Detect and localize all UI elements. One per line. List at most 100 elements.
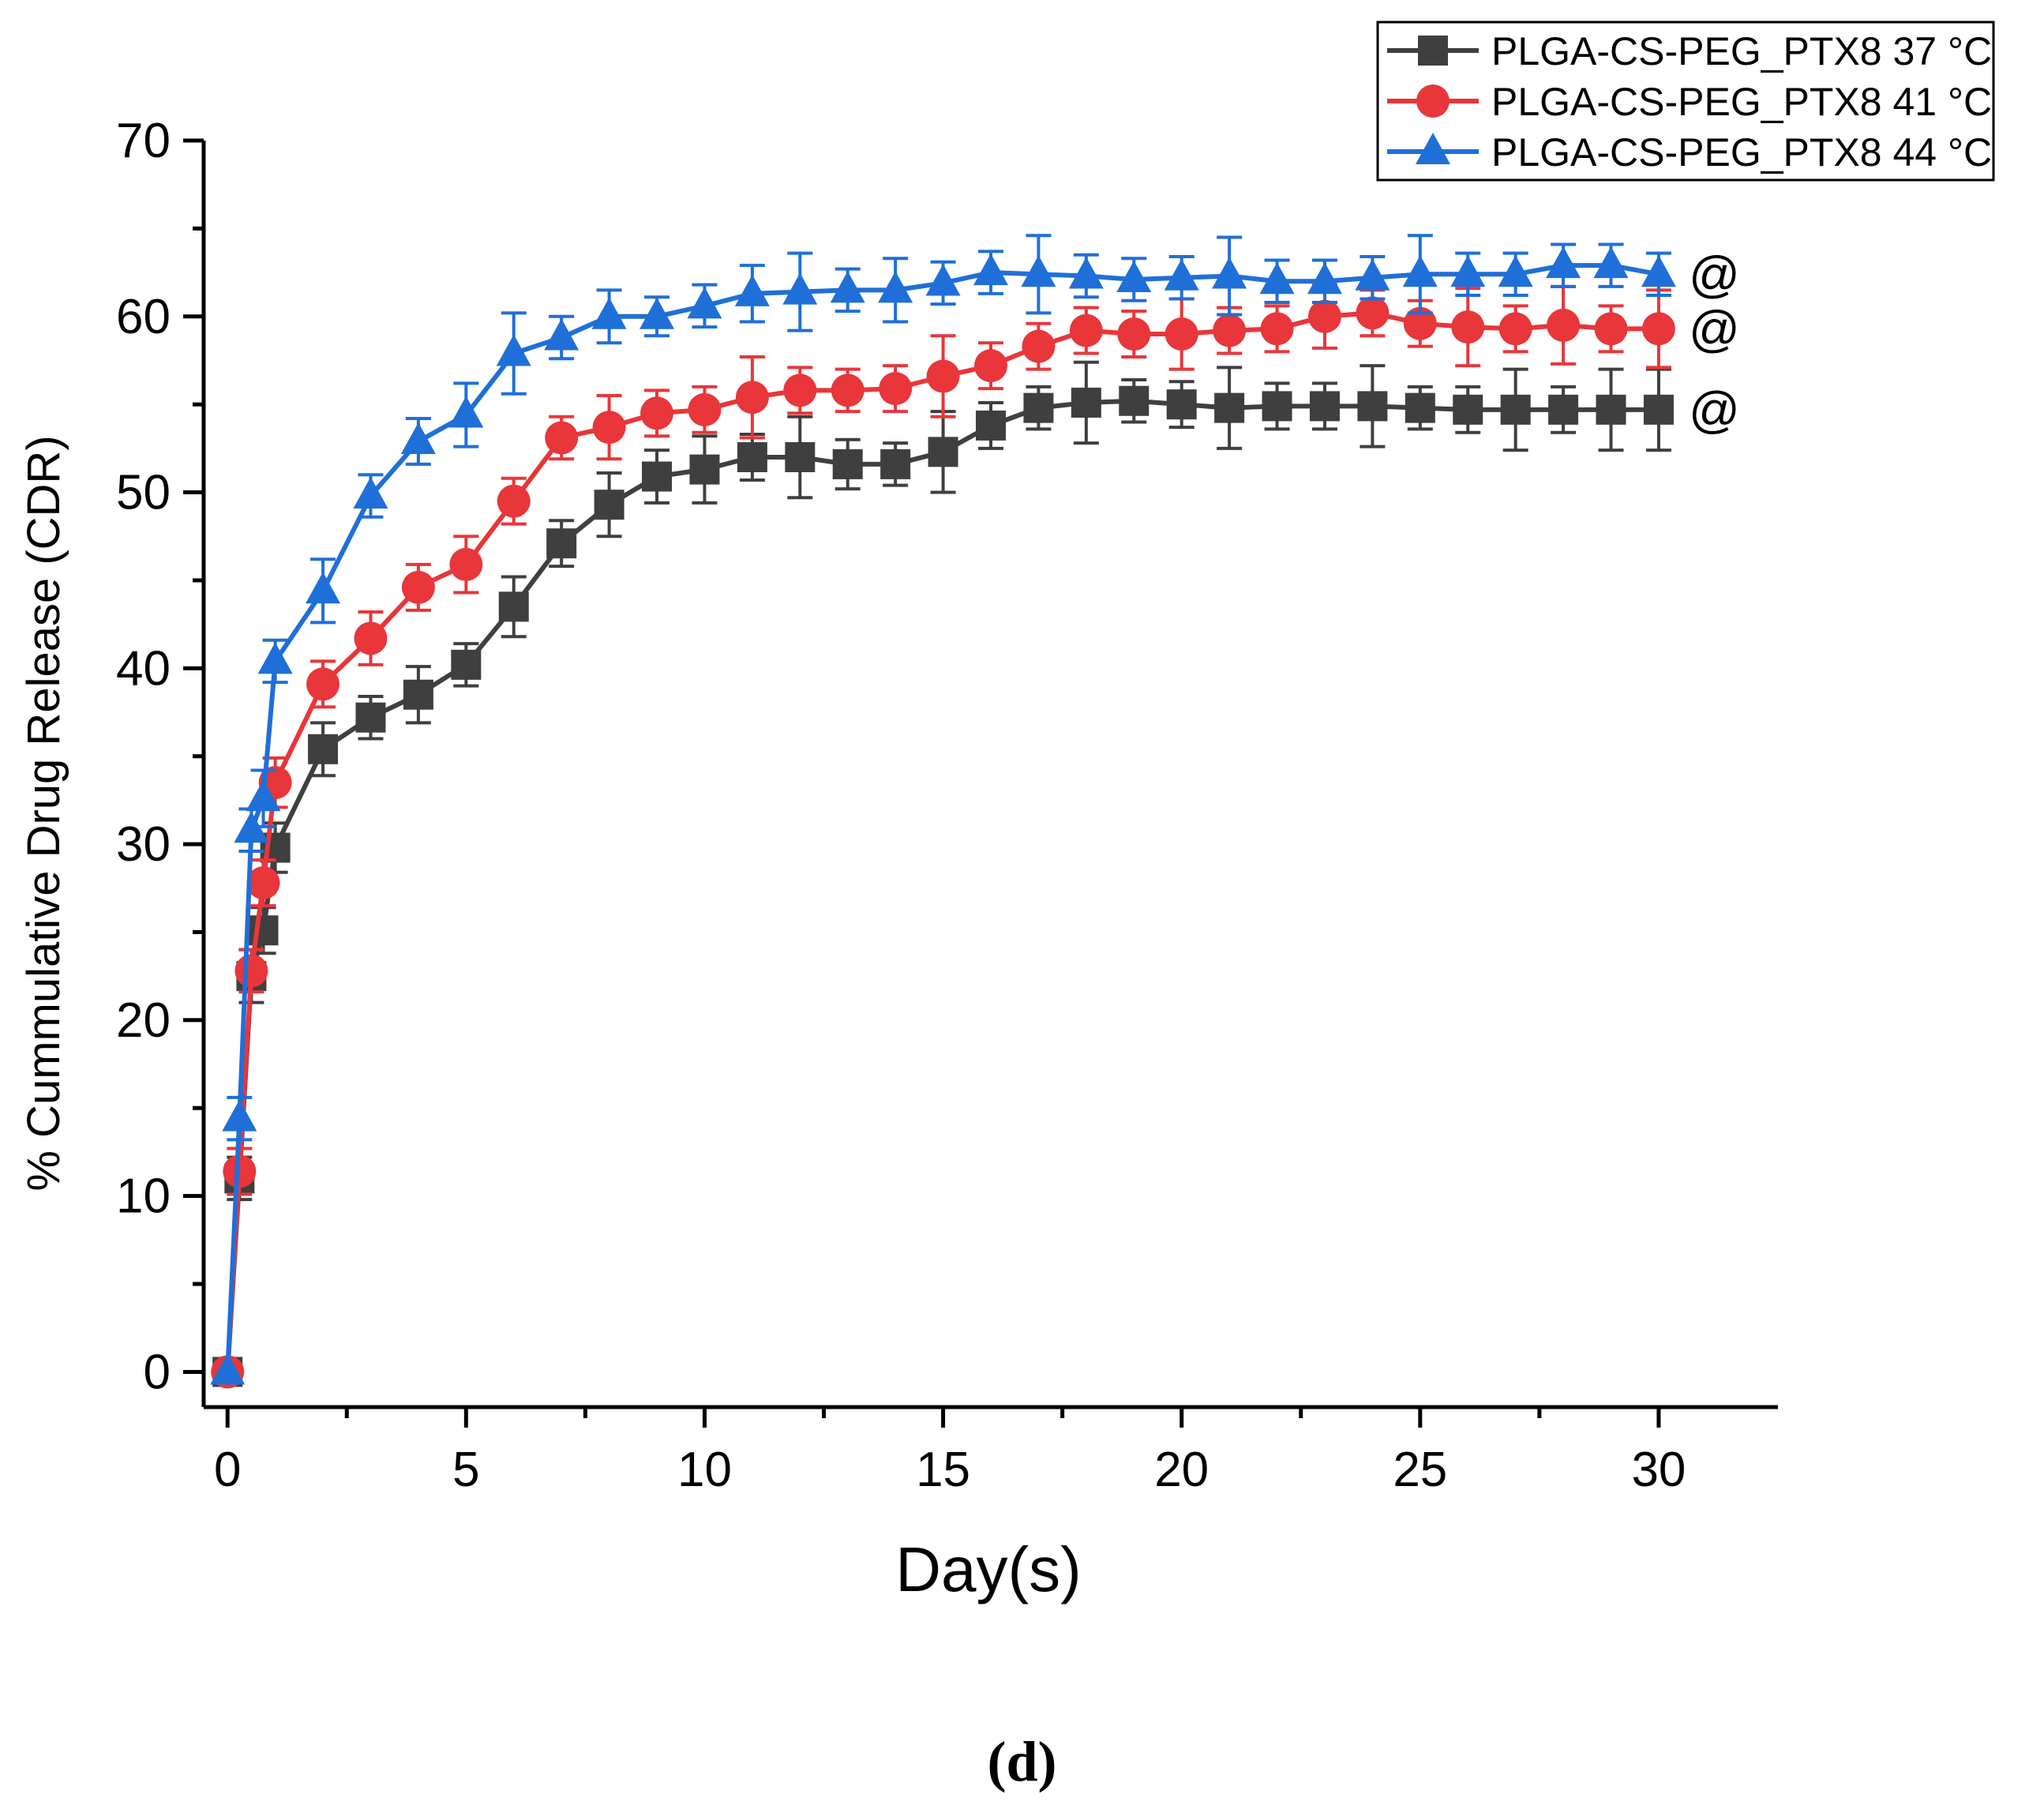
legend-label: PLGA-CS-PEG_PTX8 41 °C xyxy=(1491,80,1992,124)
data-point xyxy=(234,954,268,988)
data-point xyxy=(687,287,722,319)
data-point xyxy=(1403,306,1437,340)
data-point xyxy=(1402,255,1438,287)
data-point xyxy=(1498,255,1533,287)
y-tick-label: 70 xyxy=(116,114,171,168)
data-point xyxy=(976,410,1006,441)
y-tick-label: 0 xyxy=(144,1345,171,1399)
data-point xyxy=(1116,260,1152,292)
legend-marker xyxy=(1416,84,1450,118)
data-point xyxy=(308,734,339,764)
data-point xyxy=(1643,394,1674,425)
data-point xyxy=(246,779,281,812)
legend-item: PLGA-CS-PEG_PTX8 44 °C xyxy=(1387,130,1992,175)
data-point xyxy=(639,297,675,329)
data-point xyxy=(782,272,818,305)
data-point xyxy=(354,621,388,655)
series-line xyxy=(225,398,1659,1372)
data-point xyxy=(1498,312,1532,346)
data-point xyxy=(737,442,767,472)
data-point xyxy=(1259,262,1295,295)
data-point xyxy=(546,528,577,559)
data-point xyxy=(1023,392,1054,423)
data-point xyxy=(1641,255,1676,287)
data-point xyxy=(925,264,961,296)
data-point xyxy=(1021,255,1056,287)
data-point xyxy=(222,1099,257,1132)
y-tick-label: 40 xyxy=(116,641,171,696)
data-point xyxy=(1641,312,1675,346)
axes: 0 10 20 30 40 50 60 70 0 5 10 15 20 25 30 xyxy=(116,114,1778,1497)
data-point xyxy=(973,253,1008,286)
data-point xyxy=(353,477,388,509)
data-point xyxy=(1500,394,1531,425)
data-point xyxy=(1068,257,1104,289)
y-tick-label: 20 xyxy=(116,993,171,1048)
data-point xyxy=(496,334,531,366)
data-point xyxy=(594,490,624,520)
data-point xyxy=(1214,392,1245,423)
data-point xyxy=(306,572,341,604)
legend-item: PLGA-CS-PEG_PTX8 41 °C xyxy=(1387,80,1992,124)
x-tick-label: 15 xyxy=(916,1443,970,1497)
series-line xyxy=(225,263,1660,1372)
annotation-at: @ xyxy=(1689,246,1740,302)
data-point xyxy=(400,422,436,454)
data-point xyxy=(1117,317,1151,351)
data-point xyxy=(223,1154,257,1188)
data-point xyxy=(1548,394,1579,425)
data-point xyxy=(449,547,483,581)
data-point xyxy=(688,392,722,426)
data-point xyxy=(640,396,674,430)
legend-label: PLGA-CS-PEG_PTX8 37 °C xyxy=(1491,29,1992,73)
x-tick-label: 5 xyxy=(452,1443,479,1497)
legend-label: PLGA-CS-PEG_PTX8 44 °C xyxy=(1491,130,1992,175)
data-point xyxy=(880,448,911,479)
data-point xyxy=(497,484,531,518)
legend: PLGA-CS-PEG_PTX8 37 °C PLGA-CS-PEG_PTX8 4… xyxy=(1376,21,1995,182)
data-point xyxy=(878,271,913,303)
data-point xyxy=(1309,391,1340,422)
data-point xyxy=(783,373,817,407)
x-tick-label: 30 xyxy=(1631,1443,1686,1497)
x-tick-label: 0 xyxy=(214,1443,241,1497)
data-point xyxy=(592,411,626,445)
data-point xyxy=(1453,394,1483,425)
x-axis-title: Day(s) xyxy=(895,1534,1082,1604)
data-point xyxy=(1071,387,1101,418)
y-tick-label: 50 xyxy=(116,466,171,520)
data-point xyxy=(1357,391,1388,422)
data-point xyxy=(1356,296,1390,330)
data-point xyxy=(1069,313,1103,347)
data-point xyxy=(210,1353,246,1385)
data-point xyxy=(928,437,958,467)
data-point xyxy=(1213,313,1247,347)
data-point xyxy=(832,448,863,479)
data-point xyxy=(1355,258,1390,291)
annotation-at: @ xyxy=(1689,381,1740,438)
data-point xyxy=(451,649,482,680)
y-tick-label: 10 xyxy=(116,1169,171,1224)
x-tick-label: 10 xyxy=(677,1443,732,1497)
data-point xyxy=(1596,394,1626,425)
series-layer: @@@ xyxy=(210,234,1740,1389)
data-point xyxy=(926,359,960,393)
y-axis-title: % Cummulative Drug Release (CDR) xyxy=(18,435,69,1191)
data-point xyxy=(234,811,269,843)
x-tick-label: 20 xyxy=(1154,1443,1209,1497)
data-point xyxy=(403,679,433,710)
data-point xyxy=(306,667,340,701)
legend-item: PLGA-CS-PEG_PTX8 37 °C xyxy=(1387,29,1992,73)
panel-label: (d) xyxy=(987,1730,1057,1793)
data-point xyxy=(257,642,293,674)
data-point xyxy=(1022,329,1056,363)
data-point xyxy=(734,274,770,306)
series-line xyxy=(225,310,1659,1372)
data-point xyxy=(642,461,673,492)
data-point xyxy=(498,591,529,622)
data-point xyxy=(248,915,279,946)
data-point xyxy=(1451,310,1485,344)
data-point xyxy=(1262,391,1292,422)
legend-marker xyxy=(1416,133,1450,164)
data-point xyxy=(1547,308,1581,342)
